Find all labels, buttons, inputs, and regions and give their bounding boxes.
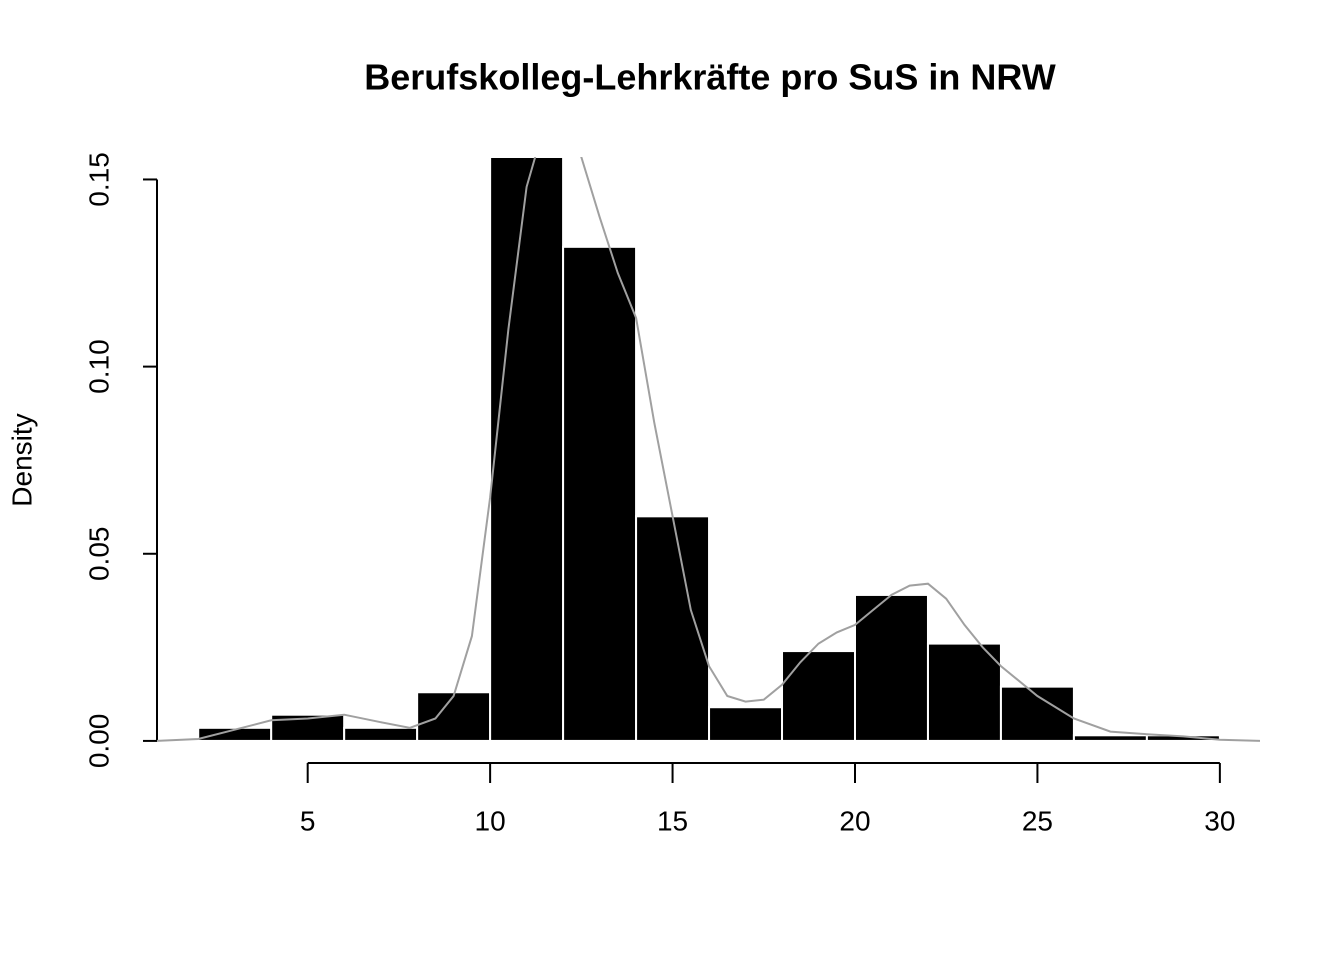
histogram-bar <box>708 706 784 742</box>
x-tick-label: 25 <box>1022 805 1053 836</box>
histogram-bar <box>1145 734 1221 742</box>
x-tick-label: 5 <box>300 805 316 836</box>
histogram-bar <box>635 515 711 742</box>
x-tick-label: 15 <box>657 805 688 836</box>
chart-title: Berufskolleg-Lehrkräfte pro SuS in NRW <box>364 57 1055 98</box>
histogram-bar <box>781 650 856 742</box>
y-tick-label: 0.10 <box>83 339 114 394</box>
histogram-bar <box>1072 734 1148 742</box>
histogram-bar <box>926 642 1002 742</box>
histogram-bar <box>562 245 638 742</box>
density-line <box>157 157 1260 742</box>
x-tick-label: 20 <box>839 805 870 836</box>
y-axis-label: Density <box>6 413 37 506</box>
histogram-bar <box>343 726 419 742</box>
histogram-bar <box>489 157 565 742</box>
histogram-bar <box>416 691 492 742</box>
x-tick-label: 30 <box>1204 805 1235 836</box>
x-tick-label: 10 <box>475 805 506 836</box>
y-tick-label: 0.15 <box>83 152 114 207</box>
y-tick-label: 0.00 <box>83 714 114 769</box>
y-tick-label: 0.05 <box>83 527 114 582</box>
